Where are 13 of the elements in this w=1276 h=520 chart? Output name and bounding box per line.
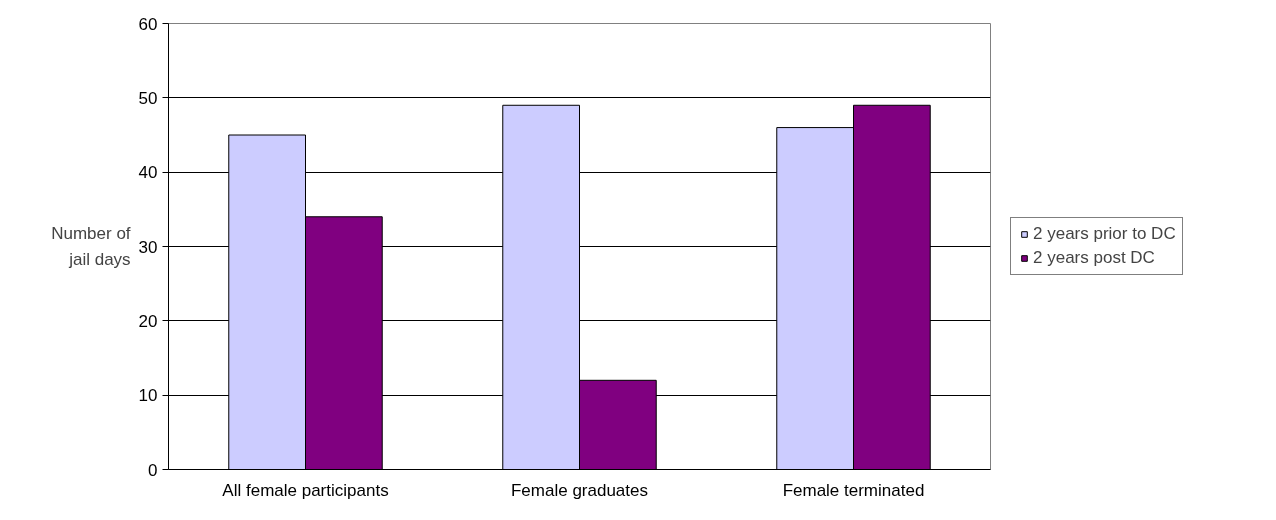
legend-label: 2 years prior to DC [1033,224,1176,244]
x-tick-label: Female graduates [510,480,649,500]
legend-label: 2 years post DC [1033,248,1155,268]
y-tick-label: 50 [138,88,158,108]
y-tick-label: 40 [138,163,158,183]
y-axis-title: Number of jail days [51,223,131,270]
y-tick-label: 60 [138,14,158,34]
x-tick-label: Female terminated [782,480,925,500]
y-tick-label: 10 [138,386,158,406]
y-tick-label: 20 [138,311,158,331]
x-tick-label: All female participants [222,480,389,500]
y-tick-label: 30 [138,237,158,257]
y-tick-label: 0 [148,460,158,480]
